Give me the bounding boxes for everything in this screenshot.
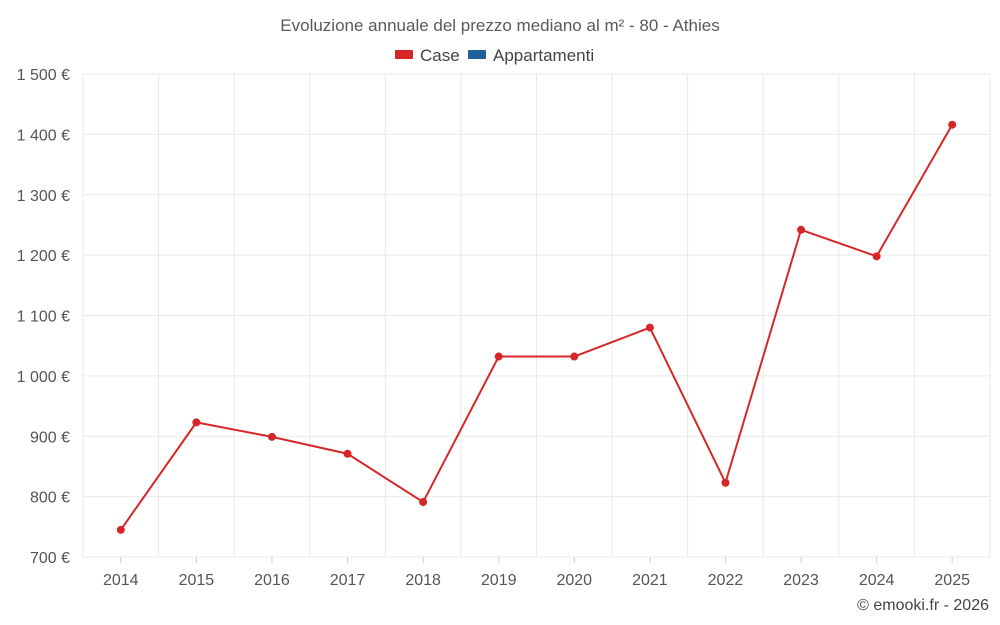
data-point-case[interactable]: [343, 449, 352, 458]
legend: Case Appartamenti: [395, 46, 594, 65]
y-tick-label: 1 000 €: [17, 369, 70, 386]
y-tick-label: 900 €: [30, 429, 70, 446]
x-tick-label: 2019: [481, 572, 517, 589]
x-tick-label: 2025: [934, 572, 970, 589]
data-point-case[interactable]: [116, 525, 125, 534]
credit-text: © emooki.fr - 2026: [857, 597, 989, 614]
y-tick-label: 700 €: [30, 550, 70, 567]
legend-swatch-case[interactable]: [395, 50, 413, 59]
data-point-case[interactable]: [419, 498, 428, 507]
x-tick-label: 2022: [708, 572, 744, 589]
x-tick-label: 2023: [783, 572, 819, 589]
data-point-case[interactable]: [721, 478, 730, 487]
x-tick-label: 2021: [632, 572, 668, 589]
data-point-case[interactable]: [872, 252, 881, 261]
series-layer: [116, 120, 957, 534]
x-tick-label: 2016: [254, 572, 290, 589]
data-point-case[interactable]: [494, 352, 503, 361]
legend-label-appartamenti[interactable]: Appartamenti: [493, 46, 594, 65]
data-point-case[interactable]: [948, 120, 957, 129]
data-point-case[interactable]: [267, 432, 276, 441]
y-tick-label: 1 400 €: [17, 127, 70, 144]
y-tick-label: 800 €: [30, 490, 70, 507]
x-tick-label: 2014: [103, 572, 139, 589]
y-tick-label: 1 100 €: [17, 309, 70, 326]
x-tick-label: 2020: [556, 572, 592, 589]
y-tick-label: 1 300 €: [17, 188, 70, 205]
y-tick-label: 1 200 €: [17, 248, 70, 265]
y-axis: 700 € 800 € 900 € 1 000 € 1 100 € 1 200 € 1 30…: [17, 67, 70, 567]
x-tick-label: 2024: [859, 572, 895, 589]
chart-title: Evoluzione annuale del prezzo mediano al…: [280, 16, 719, 35]
legend-label-case[interactable]: Case: [420, 46, 460, 65]
legend-swatch-appartamenti[interactable]: [468, 50, 486, 59]
grid: [82, 73, 991, 558]
series-line-case: [119, 124, 954, 531]
x-axis: 2014 2015 2016 2017 2018 2019 2020 2021 2022 2023…: [103, 557, 970, 589]
x-tick-label: 2018: [405, 572, 441, 589]
data-point-case[interactable]: [797, 225, 806, 234]
x-tick-label: 2015: [179, 572, 215, 589]
data-point-case[interactable]: [192, 418, 201, 427]
y-tick-label: 1 500 €: [17, 67, 70, 84]
data-point-case[interactable]: [645, 323, 654, 332]
data-point-case[interactable]: [570, 352, 579, 361]
x-tick-label: 2017: [330, 572, 366, 589]
